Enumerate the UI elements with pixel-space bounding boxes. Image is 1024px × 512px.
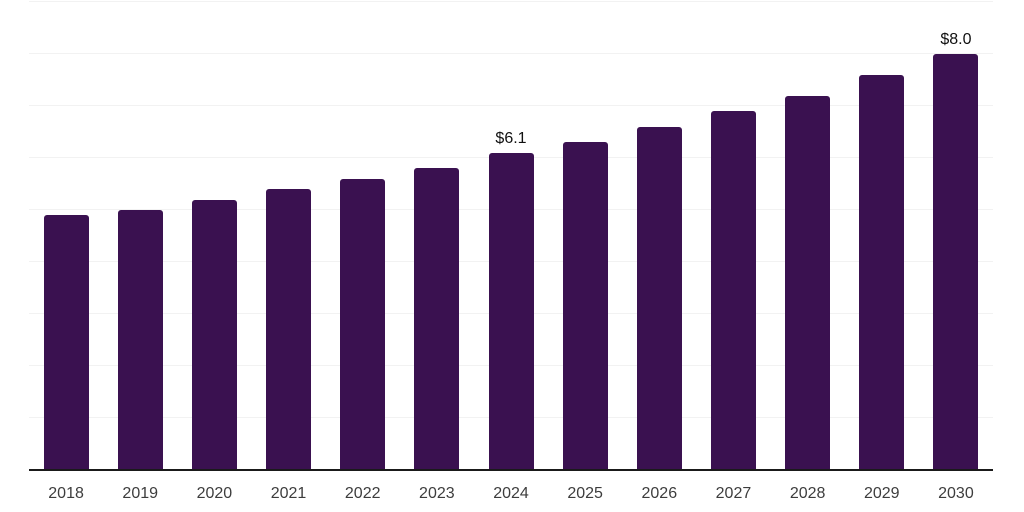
bar-2020: [191, 199, 237, 470]
x-axis-tick-label-2027: 2027: [715, 485, 752, 502]
gridline: [29, 105, 993, 106]
x-axis-tick-label-2023: 2023: [419, 485, 455, 502]
x-axis-line: [29, 469, 993, 471]
bar-2025: [562, 142, 608, 470]
x-axis-tick-label-2022: 2022: [344, 485, 381, 502]
bar-2029: [859, 74, 905, 470]
bar-2022: [340, 178, 386, 470]
bar-value-label-2024: $6.1: [495, 129, 527, 147]
bar-value-label-2030: $8.0: [940, 31, 972, 48]
x-axis-tick-label-2019: 2019: [122, 485, 159, 502]
bar-2026: [636, 126, 682, 470]
bar-2030: [933, 54, 979, 470]
bar-2023: [414, 168, 460, 470]
x-axis-tick-label-2029: 2029: [863, 485, 900, 502]
x-axis-tick-label-2024: 2024: [493, 485, 529, 502]
gridline: [29, 1, 993, 2]
x-axis-tick-label-2030: 2030: [938, 485, 974, 502]
x-axis-tick-label-2018: 2018: [48, 485, 84, 502]
x-axis-tick-label-2020: 2020: [196, 485, 233, 502]
x-axis-tick-label-2028: 2028: [789, 485, 826, 502]
gridline: [29, 53, 993, 54]
bar-2019: [117, 210, 163, 470]
bar-2028: [785, 95, 831, 470]
x-axis-tick-label-2025: 2025: [567, 485, 603, 502]
x-axis-tick-label-2021: 2021: [270, 485, 307, 502]
x-axis-tick-label-2026: 2026: [641, 485, 678, 502]
bar-2018: [43, 215, 89, 470]
bar-2024: [488, 152, 534, 470]
bar-2027: [710, 111, 756, 470]
bar-2021: [266, 189, 312, 470]
